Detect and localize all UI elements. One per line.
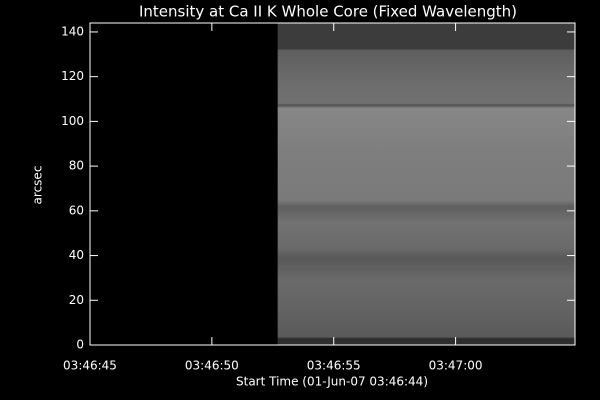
y-tick-label: 120 <box>61 69 84 83</box>
y-tick-label: 60 <box>69 203 84 217</box>
x-tick-label: 03:46:50 <box>185 359 239 373</box>
x-tick-label: 03:46:55 <box>307 359 361 373</box>
x-tick-label: 03:47:00 <box>429 359 483 373</box>
y-tick-label: 100 <box>61 114 84 128</box>
y-tick-label: 40 <box>69 248 84 262</box>
y-tick-label: 80 <box>69 159 84 173</box>
y-tick-label: 20 <box>69 293 84 307</box>
x-tick-label: 03:46:45 <box>63 359 117 373</box>
chart-title: Intensity at Ca II K Whole Core (Fixed W… <box>139 3 517 21</box>
x-axis-label: Start Time (01-Jun-07 03:46:44) <box>236 375 428 389</box>
y-tick-label: 0 <box>76 338 84 352</box>
plot-frame <box>89 22 576 346</box>
image <box>277 23 575 345</box>
y-axis-label: arcsec <box>31 166 45 205</box>
y-tick-label: 140 <box>61 24 84 38</box>
